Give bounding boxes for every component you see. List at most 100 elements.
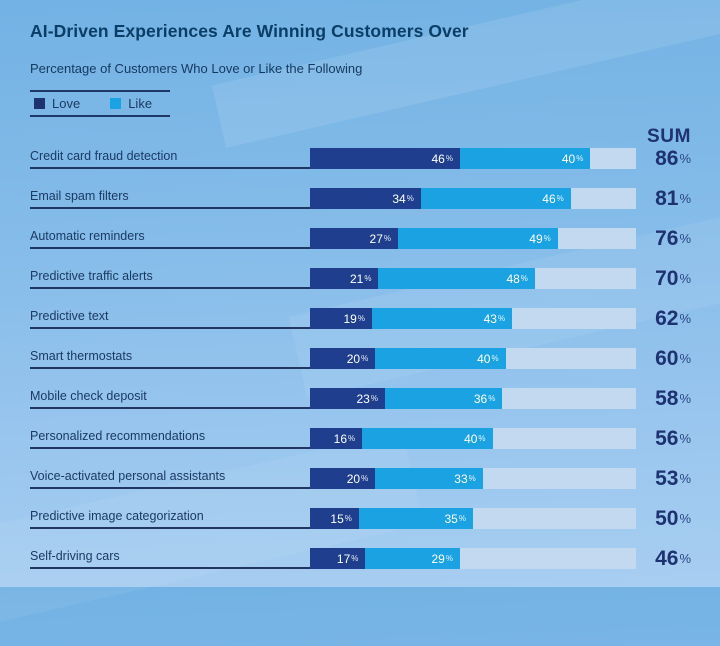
percent-sign: % — [679, 551, 691, 566]
like-segment: 36% — [384, 388, 503, 409]
percent-sign: % — [357, 313, 365, 323]
like-segment-value: 29 — [431, 551, 445, 566]
percent-sign: % — [679, 391, 691, 406]
sum-value: 76% — [655, 227, 691, 250]
percent-sign: % — [364, 273, 372, 283]
row-label: Self-driving cars — [30, 548, 310, 569]
percent-sign: % — [445, 553, 453, 563]
like-segment-value: 40 — [561, 151, 576, 166]
sum-value: 56% — [655, 427, 691, 450]
percent-sign: % — [468, 473, 476, 483]
bar-track: 27% 49% — [310, 228, 636, 249]
legend-love-label: Love — [52, 96, 81, 111]
love-segment: 27% — [310, 228, 399, 249]
chart-row: Self-driving cars 17% 29% 46% — [30, 548, 691, 569]
sum-value: 60% — [655, 347, 691, 370]
chart-row: Automatic reminders 27% 49% 76% — [30, 228, 691, 249]
bar-track: 16% 40% — [310, 428, 636, 449]
sum-value: 86% — [655, 147, 691, 170]
love-segment: 17% — [310, 548, 366, 569]
row-label: Smart thermostats — [30, 348, 310, 369]
legend-item-love: Love — [34, 96, 80, 111]
like-segment-value: 36 — [473, 391, 488, 406]
bar-track: 17% 29% — [310, 548, 636, 569]
chart-row: Mobile check deposit 23% 36% 58% — [30, 388, 691, 409]
row-label: Predictive text — [30, 308, 310, 329]
love-segment: 20% — [310, 348, 376, 369]
love-segment: 46% — [310, 148, 460, 169]
love-segment-value: 20 — [346, 471, 361, 486]
legend-like-label: Like — [128, 96, 153, 111]
percent-sign: % — [679, 471, 691, 486]
like-swatch-icon — [110, 98, 122, 109]
legend-item-like: Like — [110, 96, 152, 111]
love-segment: 16% — [310, 428, 363, 449]
love-segment-value: 17 — [336, 551, 351, 566]
percent-sign: % — [344, 513, 352, 523]
percent-sign: % — [520, 273, 528, 283]
sum-value: 53% — [655, 467, 691, 490]
sum-value: 81% — [655, 187, 691, 210]
chart-rows: Credit card fraud detection 46% 40% 86% Emai… — [30, 148, 691, 569]
percent-sign: % — [351, 553, 359, 563]
sum-value: 50% — [655, 507, 691, 530]
bar-track: 21% 48% — [310, 268, 636, 289]
like-segment-value: 46 — [542, 191, 556, 206]
bar-track: 23% 36% — [310, 388, 636, 409]
love-segment-value: 21 — [349, 271, 364, 286]
like-segment: 49% — [398, 228, 558, 249]
percent-sign: % — [361, 473, 369, 483]
chart-row: Voice-activated personal assistants 20% 33… — [30, 468, 691, 489]
row-label: Predictive traffic alerts — [30, 268, 310, 289]
percent-sign: % — [406, 193, 414, 203]
love-segment: 19% — [310, 308, 372, 329]
percent-sign: % — [679, 511, 691, 526]
bar-track: 20% 33% — [310, 468, 636, 489]
percent-sign: % — [383, 233, 392, 243]
bar-track: 15% 35% — [310, 508, 636, 529]
love-segment: 23% — [310, 388, 385, 409]
percent-sign: % — [556, 193, 564, 203]
bar-track: 20% 40% — [310, 348, 636, 369]
row-label: Mobile check deposit — [30, 388, 310, 409]
chart-page: AI-Driven Experiences Are Winning Custom… — [0, 20, 720, 607]
percent-sign: % — [488, 393, 496, 403]
chart-row: Predictive image categorization 15% 35% 50% — [30, 508, 691, 529]
like-segment: 46% — [420, 188, 571, 209]
row-label: Automatic reminders — [30, 228, 310, 249]
percent-sign: % — [458, 513, 466, 523]
percent-sign: % — [543, 233, 551, 243]
love-segment: 15% — [310, 508, 359, 529]
like-segment-value: 40 — [477, 351, 491, 366]
percent-sign: % — [679, 351, 691, 366]
like-segment-value: 35 — [444, 511, 458, 526]
bar-track: 19% 43% — [310, 308, 636, 329]
percent-sign: % — [679, 311, 691, 326]
like-segment: 43% — [371, 308, 513, 329]
like-segment: 33% — [375, 468, 483, 489]
sum-value: 62% — [655, 307, 691, 330]
row-label: Credit card fraud detection — [30, 148, 310, 169]
love-segment-value: 46 — [431, 151, 445, 166]
page-title: AI-Driven Experiences Are Winning Custom… — [30, 21, 469, 41]
percent-sign: % — [679, 151, 691, 166]
like-segment-value: 43 — [483, 311, 497, 326]
sum-column-header: SUM — [646, 126, 691, 147]
like-segment-value: 33 — [454, 471, 468, 486]
chart-row: Personalized recommendations 16% 40% 56% — [30, 428, 691, 449]
bar-track: 46% 40% — [310, 148, 636, 169]
chart-row: Predictive text 19% 43% 62% — [30, 308, 691, 329]
percent-sign: % — [679, 431, 691, 446]
legend: Love Like — [30, 90, 170, 117]
percent-sign: % — [370, 393, 378, 403]
love-segment-value: 27 — [369, 231, 383, 246]
percent-sign: % — [679, 271, 691, 286]
love-segment-value: 16 — [333, 431, 348, 446]
sum-value: 58% — [655, 387, 691, 410]
chart-row: Credit card fraud detection 46% 40% 86% — [30, 148, 691, 169]
like-segment: 40% — [459, 148, 591, 169]
like-segment: 48% — [378, 268, 535, 289]
percent-sign: % — [576, 153, 584, 163]
like-segment: 40% — [362, 428, 493, 449]
chart-row: Smart thermostats 20% 40% 60% — [30, 348, 691, 369]
